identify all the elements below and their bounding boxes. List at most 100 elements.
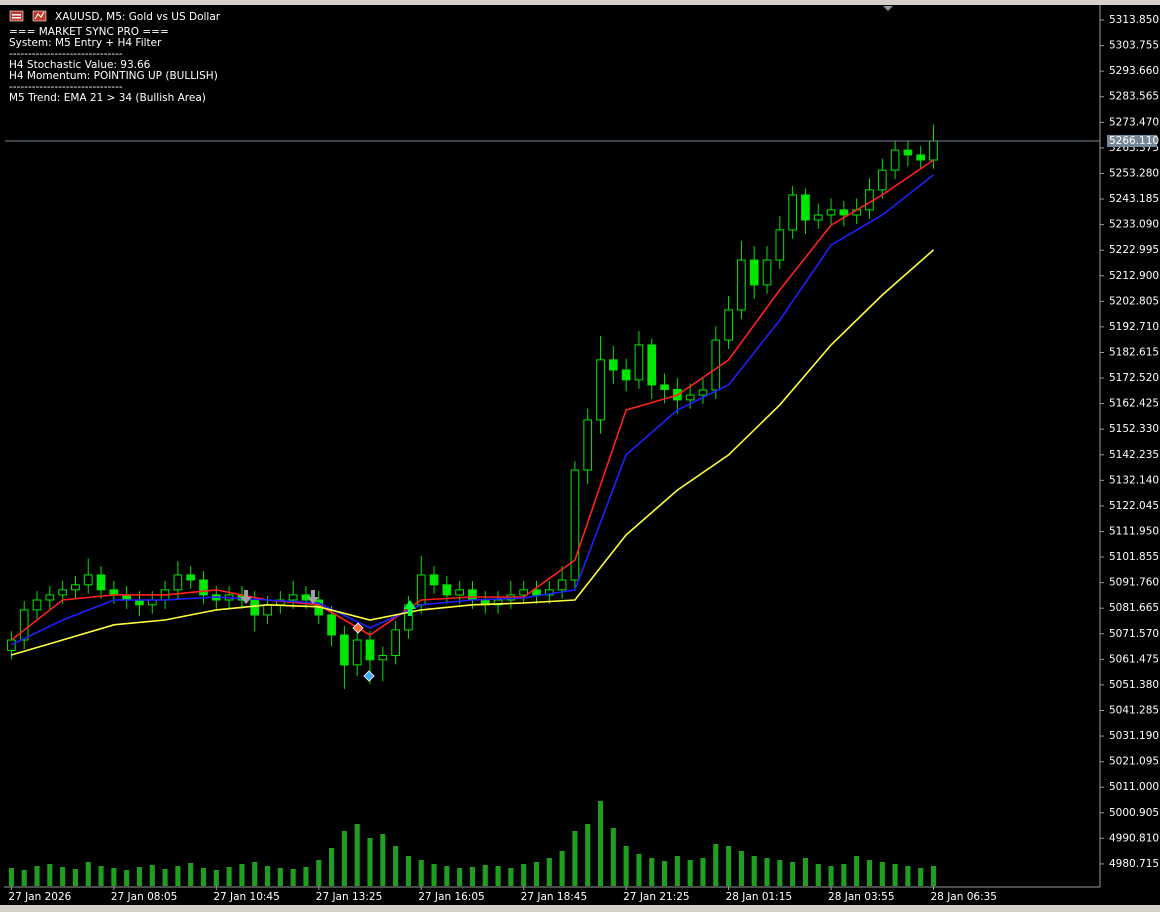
candle-body (493, 599, 503, 606)
shift-marker[interactable] (883, 6, 893, 11)
x-tick-label: 27 Jan 21:25 (623, 891, 689, 903)
candle-body (391, 629, 400, 656)
volume-bar (802, 858, 808, 886)
volume-bar (290, 869, 296, 886)
volume-bar (764, 858, 770, 886)
symbol-icons (9, 10, 47, 22)
y-tick-label: 5081.665 (1109, 602, 1159, 614)
y-tick-label: 5283.565 (1109, 91, 1159, 103)
volume-bar (585, 824, 591, 886)
candle-body (865, 189, 874, 211)
candle-body (788, 194, 797, 231)
candle-body (327, 614, 336, 636)
y-tick-label: 5091.760 (1109, 577, 1159, 589)
annotation: === MARKET SYNC PRO === (9, 26, 169, 38)
candle-body (596, 359, 605, 421)
volume-bar (213, 870, 219, 886)
volume-bar (790, 862, 796, 886)
volume-bar (854, 856, 860, 886)
x-tick-label: 28 Jan 01:15 (726, 891, 792, 903)
y-tick-label: 5192.710 (1109, 321, 1159, 333)
y-tick-label: 5293.660 (1109, 65, 1159, 77)
moving-average-line (11, 174, 934, 646)
candle-body (621, 369, 631, 381)
y-tick-label: 5101.855 (1109, 551, 1159, 563)
volume-bar (905, 866, 911, 886)
volume-bar (85, 862, 91, 886)
y-tick-label: 5071.570 (1109, 628, 1159, 640)
candle-body (826, 209, 836, 216)
candle-body (7, 639, 16, 651)
volume-bar (252, 862, 258, 886)
volume-bar (738, 851, 744, 886)
y-tick-label: 5011.000 (1109, 781, 1159, 793)
volume-bar (713, 844, 719, 886)
annotation: M5 Trend: EMA 21 > 34 (Bullish Area) (9, 92, 206, 104)
candle-body (698, 389, 708, 396)
volume-bar (34, 866, 40, 886)
candle-body (250, 599, 260, 616)
volume-bar (495, 866, 501, 886)
annotation: H4 Momentum: POINTING UP (BULLISH) (9, 70, 218, 82)
volume-bar (533, 862, 540, 886)
y-tick-label: 5152.330 (1109, 423, 1159, 435)
volume-bar (175, 866, 181, 886)
volume-bar (303, 867, 309, 886)
volume-bar (226, 867, 232, 886)
volume-bar (469, 867, 476, 886)
volume-bar (457, 868, 463, 886)
y-tick-label: 5000.905 (1109, 807, 1159, 819)
candle-body (916, 154, 926, 161)
candle-body (83, 574, 93, 586)
candle-body (442, 584, 452, 596)
top-toolbar (0, 0, 1160, 5)
volume-bar (828, 866, 834, 886)
candle-body (801, 194, 810, 221)
candle-body (544, 589, 554, 596)
volume-bar (47, 864, 53, 886)
volume-bar (841, 864, 847, 886)
volume-bar (687, 860, 693, 886)
candle-body (570, 469, 580, 581)
candle-body (647, 344, 657, 386)
volume-bar (597, 801, 604, 886)
y-tick-label: 5162.425 (1109, 398, 1159, 410)
candle-body (557, 579, 567, 591)
volume-bar (777, 860, 783, 886)
x-tick-label: 27 Jan 16:05 (418, 891, 484, 903)
annotation: System: M5 Entry + H4 Filter (9, 37, 162, 49)
volume-bar (892, 864, 898, 886)
x-tick-label: 27 Jan 10:45 (213, 891, 279, 903)
x-tick-label: 27 Jan 2026 (8, 891, 71, 903)
volume-bar (329, 848, 335, 886)
y-tick-label: 5031.190 (1109, 730, 1159, 742)
candle-body (455, 589, 464, 596)
volume-bar (726, 846, 732, 886)
signal-markers (240, 590, 416, 682)
volume-bar (866, 860, 873, 886)
volume-bar (239, 864, 245, 886)
volume-bar (700, 858, 706, 886)
y-tick-label: 5212.900 (1109, 270, 1159, 282)
volume-bar (751, 856, 757, 886)
volume-bar (636, 854, 642, 886)
volume-bar (879, 862, 885, 886)
y-tick-label: 5253.280 (1109, 167, 1159, 179)
volume-bar (21, 870, 27, 886)
chart-title: XAUUSD, M5: Gold vs US Dollar (55, 11, 221, 23)
y-tick-label: 5021.095 (1109, 756, 1159, 768)
volume-bar (508, 868, 514, 886)
volume-bar (200, 868, 207, 886)
annotation: ------------------------------ (9, 81, 123, 93)
volume-bar (662, 861, 668, 886)
volume-bar (124, 870, 130, 886)
y-tick-label: 5182.615 (1109, 346, 1159, 358)
candle-body (839, 209, 849, 216)
volume-bar (60, 867, 66, 886)
volume-bar (418, 860, 424, 886)
volume-bar (149, 865, 155, 886)
y-tick-label: 5061.475 (1109, 653, 1159, 665)
bid-label-box (1107, 134, 1157, 147)
y-tick-label: 5233.090 (1109, 219, 1159, 231)
